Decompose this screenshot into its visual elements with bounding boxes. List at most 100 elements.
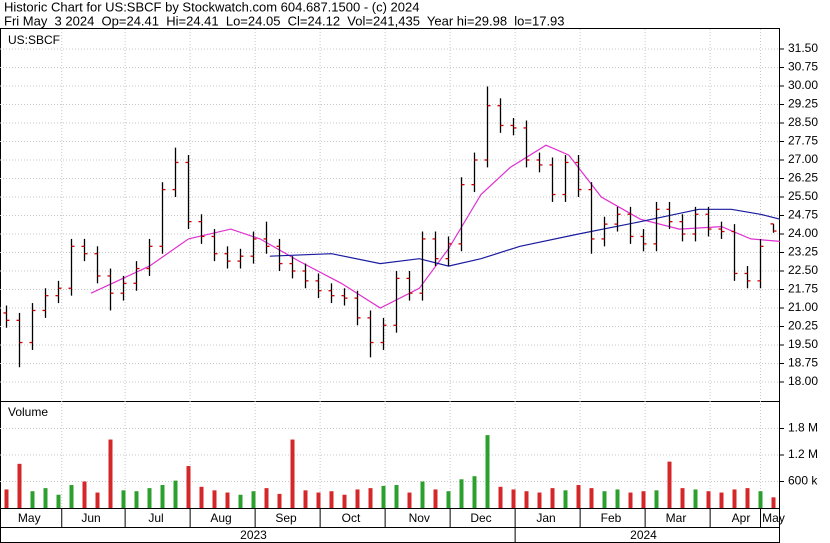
volume-bar	[498, 486, 503, 508]
volume-bar	[407, 492, 412, 508]
volume-bar	[329, 491, 334, 508]
x-tick-label: Nov	[409, 511, 430, 525]
volume-bar	[472, 476, 477, 508]
volume-bar	[420, 481, 425, 508]
volume-bar	[459, 479, 464, 508]
volume-bar	[277, 493, 282, 508]
y-tick-label: 25.50	[788, 189, 818, 203]
x-tick-label: Jun	[81, 511, 100, 525]
y-tick-label: 26.25	[788, 171, 818, 185]
y-tick-label: 23.25	[788, 245, 818, 259]
y-tick-label: 1.8 M	[788, 421, 818, 435]
volume-bar	[628, 492, 633, 508]
volume-bar	[212, 490, 217, 508]
volume-bar	[719, 492, 724, 508]
volume-bar	[199, 486, 204, 508]
x-tick-label: May	[18, 511, 41, 525]
volume-bar	[69, 485, 74, 508]
x-tick-label: May	[762, 511, 785, 525]
x-tick-label: Jan	[536, 511, 555, 525]
volume-bar	[225, 492, 230, 508]
volume-bar	[381, 485, 386, 508]
volume-bar	[602, 491, 607, 508]
volume-bar	[589, 488, 594, 508]
volume-bar	[264, 488, 269, 508]
y-tick-label: 22.50	[788, 263, 818, 277]
volume-bar	[550, 488, 555, 508]
volume-bar	[654, 490, 659, 508]
volume-title: Volume	[8, 405, 48, 419]
volume-bar	[186, 466, 191, 508]
y-tick-label: 31.50	[788, 41, 818, 55]
symbol-label: US:SBCF	[8, 33, 60, 47]
volume-bar	[706, 491, 711, 508]
volume-bar	[576, 485, 581, 508]
volume-bar	[394, 485, 399, 508]
y-tick-label: 29.25	[788, 97, 818, 111]
volume-bar	[355, 489, 360, 508]
volume-bar	[56, 494, 61, 508]
volume-bar	[238, 494, 243, 508]
volume-bar	[134, 491, 139, 508]
volume-bar	[511, 489, 516, 508]
frame	[0, 28, 780, 543]
header-line: Fri May 3 2024 Op=24.41 Hi=24.41 Lo=24.0…	[4, 13, 565, 28]
y-tick-label: 19.50	[788, 337, 818, 351]
volume-bar	[147, 488, 152, 508]
volume-bar	[303, 490, 308, 508]
y-tick-label: 21.00	[788, 300, 818, 314]
volume-bar	[290, 439, 295, 508]
y-tick-label: 24.00	[788, 226, 818, 240]
volume-bar	[537, 492, 542, 508]
volume-bar	[82, 481, 87, 508]
x-tick-label: Jul	[148, 511, 163, 525]
year-label: 2023	[240, 528, 267, 542]
volume-bar	[160, 485, 165, 508]
volume-bar	[368, 488, 373, 508]
volume-bar	[641, 491, 646, 508]
y-tick-label: 18.75	[788, 356, 818, 370]
volume-bar	[30, 491, 35, 508]
x-tick-label: Feb	[601, 511, 622, 525]
volume-bar	[342, 494, 347, 508]
y-tick-label: 21.75	[788, 282, 818, 296]
y-tick-label: 30.00	[788, 78, 818, 92]
y-tick-label: 30.75	[788, 60, 818, 74]
volume-bar	[251, 491, 256, 508]
volume-bar	[615, 489, 620, 508]
volume-bar	[771, 497, 776, 508]
volume-bar	[173, 480, 178, 508]
volume-bar	[680, 488, 685, 508]
moving-average	[269, 208, 781, 267]
x-tick-label: Oct	[342, 511, 361, 525]
x-tick-label: Dec	[470, 511, 491, 525]
volume-bar	[108, 439, 113, 508]
volume-bar	[316, 492, 321, 508]
y-tick-label: 27.00	[788, 152, 818, 166]
x-tick-label: Apr	[732, 511, 751, 525]
volume-bar	[446, 491, 451, 508]
volume-bar	[485, 435, 490, 508]
x-tick-label: Sep	[275, 511, 297, 525]
volume-bar	[693, 489, 698, 508]
volume-bar	[43, 488, 48, 508]
y-tick-label: 1.2 M	[788, 447, 818, 461]
volume-bar	[433, 489, 438, 508]
volume-bar	[563, 490, 568, 508]
header-line: Historic Chart for US:SBCF by Stockwatch…	[4, 0, 419, 14]
volume-bar	[95, 492, 100, 508]
x-tick-label: Mar	[666, 511, 687, 525]
year-label: 2024	[630, 528, 657, 542]
y-tick-label: 18.00	[788, 374, 818, 388]
volume-bar	[121, 490, 126, 508]
volume-bar	[732, 489, 737, 508]
volume-bar	[524, 491, 529, 508]
y-tick-label: 27.75	[788, 134, 818, 148]
y-tick-label: 600 k	[788, 474, 818, 488]
y-tick-label: 24.75	[788, 208, 818, 222]
volume-bar	[4, 489, 9, 508]
x-tick-label: Aug	[210, 511, 231, 525]
volume-bar	[667, 461, 672, 508]
